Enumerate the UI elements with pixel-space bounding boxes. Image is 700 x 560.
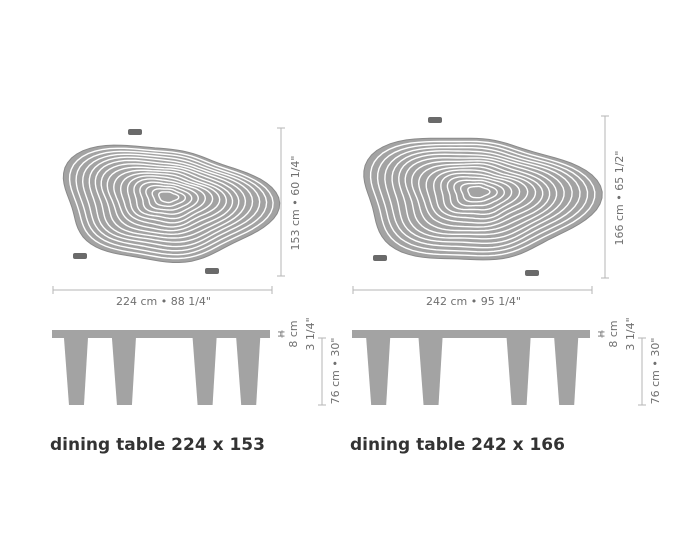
leg	[63, 338, 88, 405]
contour	[139, 181, 200, 215]
table-foot	[525, 270, 539, 276]
leg	[554, 338, 579, 405]
contour	[145, 184, 193, 211]
leg	[192, 338, 217, 405]
top-marker: H	[278, 331, 288, 338]
contour	[81, 153, 261, 252]
leg	[111, 338, 136, 405]
table-foot	[428, 117, 442, 123]
contour	[404, 157, 558, 236]
contour	[94, 159, 247, 243]
table-foot	[373, 255, 387, 261]
contour	[417, 162, 544, 228]
table-foot	[128, 129, 142, 135]
side-top	[352, 330, 590, 338]
contour	[467, 185, 491, 199]
leg-height-label: 76 cm • 30"	[649, 338, 662, 405]
top-inch: 3 1/4"	[304, 317, 317, 350]
contour	[369, 140, 596, 257]
leg	[236, 338, 261, 405]
contour	[133, 178, 207, 220]
contour	[126, 175, 214, 224]
contour	[453, 179, 506, 207]
table-diagram: 242 cm • 95 1/4" 166 cm • 65 1/2" H 8 cm 3 1…	[350, 115, 662, 455]
diagrams: 224 cm • 88 1/4"153 cm • 60 1/4"H 8 cm 3 1…	[50, 115, 662, 455]
contour	[376, 143, 589, 253]
caption: dining table 224 x 153	[50, 435, 265, 455]
side-top	[52, 330, 270, 338]
contour	[75, 150, 268, 256]
contour	[119, 172, 221, 228]
depth-label: 166 cm • 65 1/2"	[613, 151, 626, 246]
contour	[425, 166, 537, 224]
top-cm: 8 cm	[607, 320, 620, 347]
contour	[88, 156, 254, 248]
leg	[366, 338, 391, 405]
leg	[506, 338, 531, 405]
table-foot	[205, 268, 219, 274]
table-foot	[73, 253, 87, 259]
table-diagram: 224 cm • 88 1/4" 153 cm • 60 1/4" H 8 cm 3 1…	[50, 127, 342, 455]
contour	[151, 188, 186, 207]
leg	[418, 338, 443, 405]
contour	[460, 182, 498, 203]
caption: dining table 242 x 166	[350, 435, 565, 455]
contour	[384, 146, 581, 249]
top-cm: 8 cm	[287, 320, 300, 347]
contour	[432, 169, 529, 220]
top-marker: H	[598, 331, 608, 338]
contour	[398, 153, 565, 240]
contour	[113, 169, 228, 232]
contour	[106, 166, 234, 236]
width-label: 242 cm • 95 1/4"	[426, 295, 521, 308]
table-top	[363, 137, 603, 261]
contour	[440, 172, 521, 215]
contour	[68, 147, 274, 260]
contour	[100, 163, 240, 239]
width-label: 224 cm • 88 1/4"	[116, 295, 211, 308]
contour	[157, 191, 180, 204]
top-inch: 3 1/4"	[624, 317, 637, 350]
contour	[446, 175, 513, 211]
contour	[391, 150, 573, 244]
contour	[411, 160, 551, 232]
depth-label: 153 cm • 60 1/4"	[289, 156, 302, 251]
leg-height-label: 76 cm • 30"	[329, 338, 342, 405]
